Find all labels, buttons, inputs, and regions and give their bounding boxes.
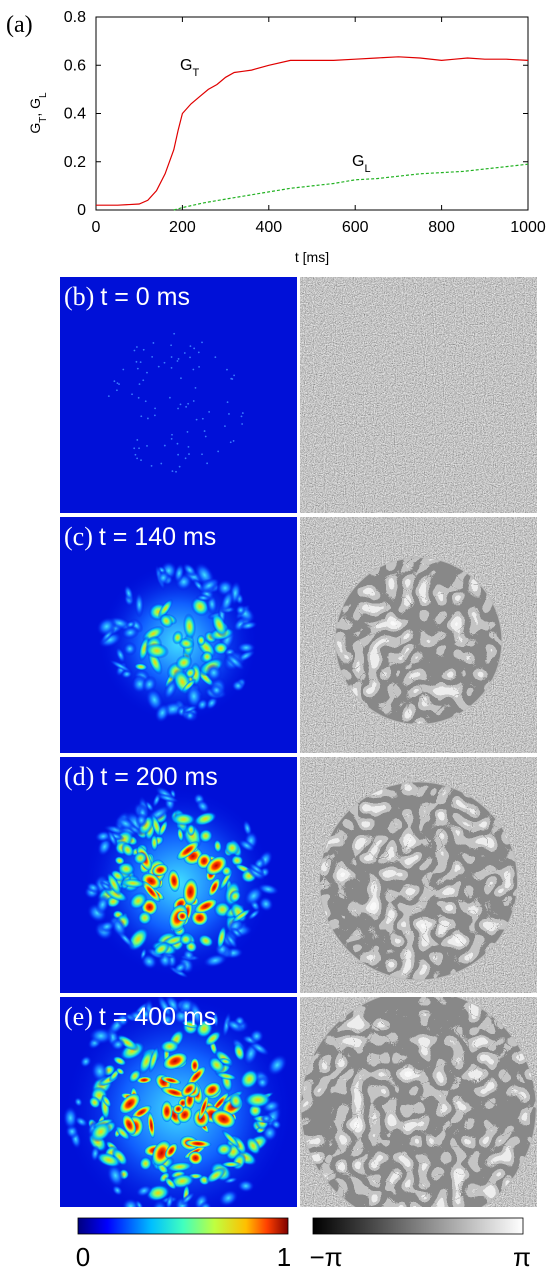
- x-tick-label: 400: [255, 219, 282, 236]
- panel-letter: (d): [64, 762, 94, 791]
- y-tick-label: 0: [77, 202, 86, 219]
- series-label-gl: GL: [352, 153, 371, 175]
- density-image: [60, 997, 297, 1207]
- x-tick-label: 800: [428, 219, 455, 236]
- phase-image: [300, 277, 537, 513]
- y-axis-title: GT, GL: [27, 92, 49, 134]
- y-tick-label: 0.8: [64, 9, 86, 26]
- panel-letter: (c): [64, 522, 93, 551]
- panel-time: t = 200 ms: [100, 763, 217, 791]
- panel-label: (b) t = 0 ms: [64, 282, 190, 311]
- series-gl-line: [173, 163, 529, 211]
- panel-label: (e) t = 400 ms: [64, 1002, 216, 1031]
- density-colorbar-max: 1: [277, 1242, 291, 1272]
- series-label-gt: GT: [180, 57, 199, 79]
- panel-letter: (b): [64, 282, 94, 311]
- density-image: [60, 277, 297, 513]
- panel-time: t = 400 ms: [99, 1003, 216, 1031]
- phase-colorbar: −π π: [309, 1217, 531, 1272]
- panel-d: (d) t = 200 ms: [60, 757, 537, 993]
- panel-e: (e) t = 400 ms: [60, 997, 537, 1207]
- density-colorbar-min: 0: [76, 1242, 90, 1272]
- y-axis-title-main: G: [27, 123, 43, 134]
- density-image: [60, 757, 297, 993]
- phase-image: [300, 757, 537, 993]
- x-tick-label: 0: [92, 219, 101, 236]
- y-tick-label: 0.6: [64, 57, 86, 74]
- x-tick-label: 200: [169, 219, 196, 236]
- panel-time: t = 140 ms: [99, 523, 216, 551]
- figure-label-a: (a): [6, 12, 33, 38]
- snapshot-panels: (b) t = 0 ms (c) t = 140 ms (d) t = 200 ms (e)…: [60, 277, 537, 1207]
- y-axis-title-sub1: T: [38, 117, 49, 123]
- y-axis: 0 0.2 0.4 0.6 0.8: [64, 9, 528, 219]
- phase-colorbar-min: −π: [309, 1242, 342, 1272]
- y-axis-title-sub2: L: [38, 92, 49, 98]
- series-gt-line: [96, 56, 529, 206]
- y-tick-label: 0.2: [64, 154, 86, 171]
- density-colorbar-strip: [77, 1217, 289, 1235]
- panel-label: (c) t = 140 ms: [64, 522, 216, 551]
- phase-image: [300, 517, 537, 753]
- density-colorbar: 0 1: [76, 1217, 291, 1272]
- density-image: [60, 517, 297, 753]
- x-tick-label: 600: [342, 219, 369, 236]
- series-layer: [96, 56, 529, 211]
- panel-label: (d) t = 200 ms: [64, 762, 218, 791]
- y-axis-title-sep: , G: [27, 98, 43, 117]
- phase-image: [300, 997, 537, 1207]
- panel-b: (b) t = 0 ms: [60, 277, 537, 513]
- x-tick-label: 1000: [510, 219, 546, 236]
- phase-colorbar-strip: [312, 1217, 524, 1235]
- panel-time: t = 0 ms: [100, 283, 190, 311]
- x-axis-title: t [ms]: [295, 249, 329, 265]
- panel-c: (c) t = 140 ms: [60, 517, 537, 753]
- y-tick-label: 0.4: [64, 106, 86, 123]
- line-chart: 0 200 400 600 800 1000 0 0.2 0.4 0.6 0.8 t [ms] G…: [27, 9, 546, 265]
- panel-letter: (e): [64, 1002, 93, 1031]
- x-axis: 0 200 400 600 800 1000: [92, 17, 546, 236]
- phase-colorbar-max: π: [513, 1242, 531, 1272]
